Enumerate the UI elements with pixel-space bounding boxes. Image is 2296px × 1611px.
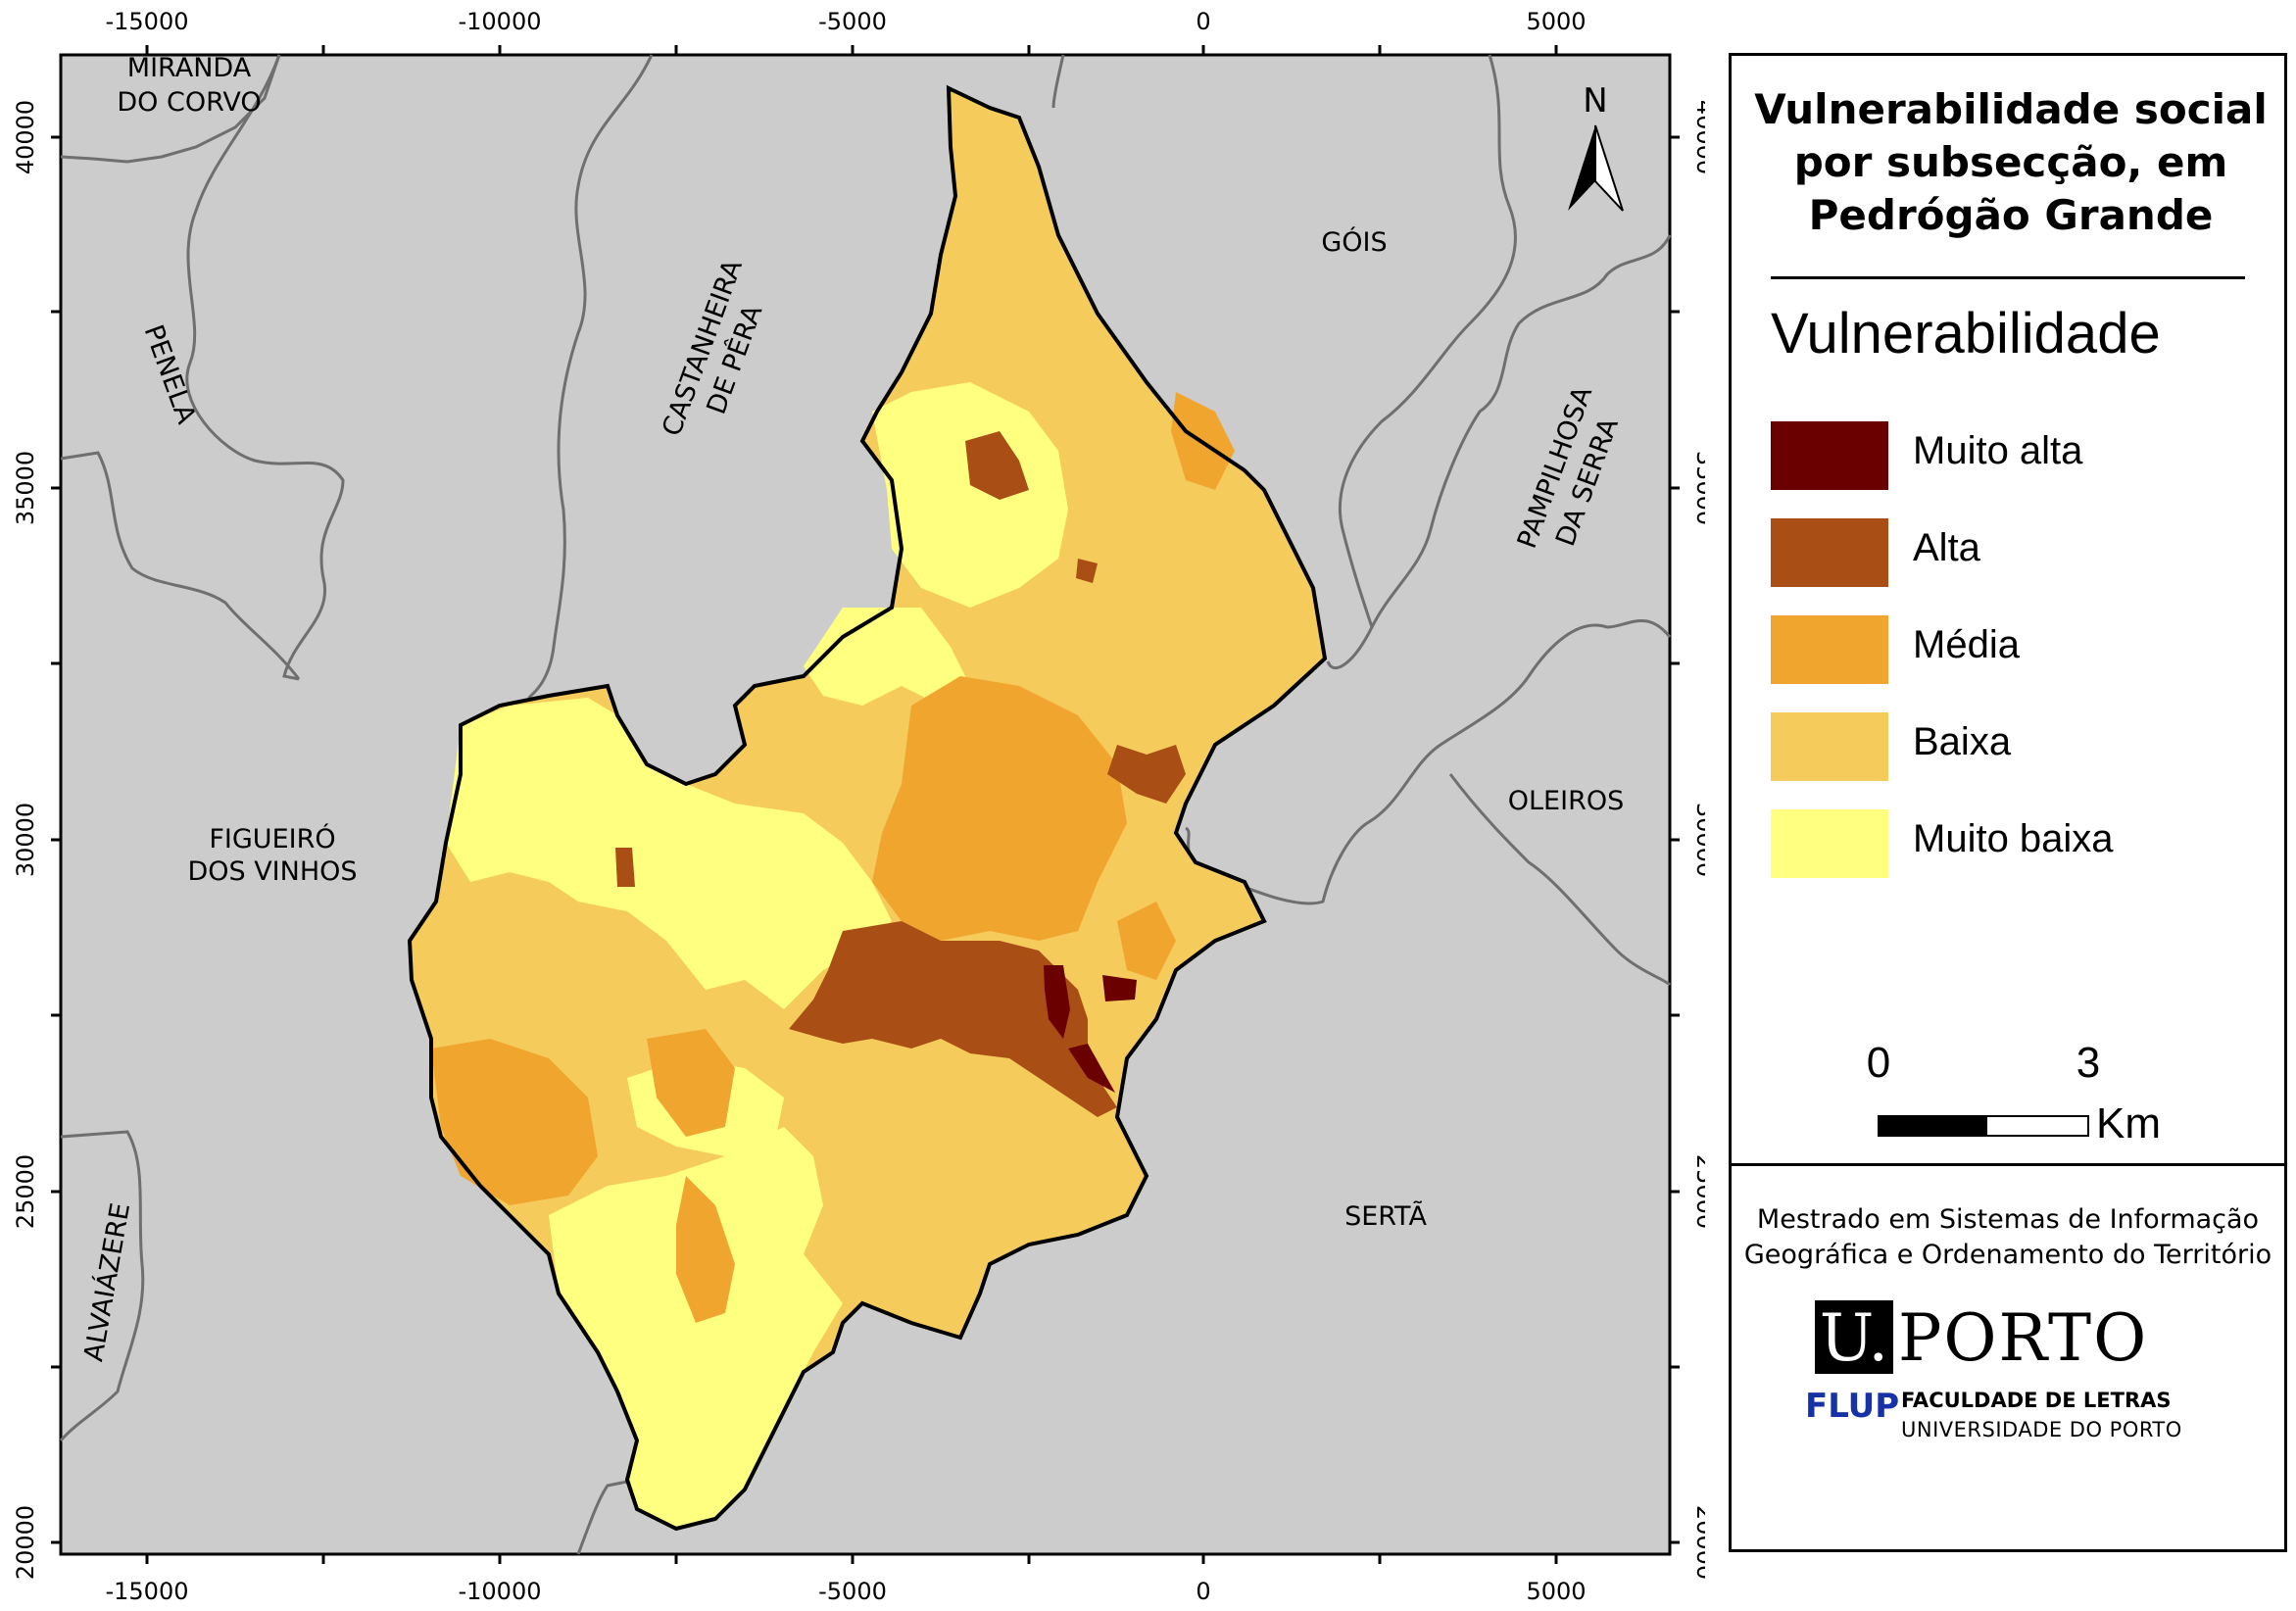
scale-bar: 0 3 Km <box>1867 1039 2161 1144</box>
region-alta <box>1107 745 1186 804</box>
university-logo: U. PORTO FLUP FACULDADE DE LETRAS UNIVER… <box>1805 1300 2217 1457</box>
y-tick-label: 35000 <box>12 451 39 525</box>
region-media <box>431 1039 598 1205</box>
legend-label: Baixa <box>1913 720 2012 763</box>
place-label-gois: GÓIS <box>1321 226 1387 258</box>
legend-label: Muito baixa <box>1913 817 2114 860</box>
y-tick-label: 40000 <box>12 100 39 174</box>
legend-heading: Vulnerabilidade <box>1771 302 2161 366</box>
legend-label: Alta <box>1913 526 1980 569</box>
legend-panel: Vulnerabilidade social por subsecção, em… <box>1729 53 2287 1552</box>
y-tick-label: 20000 <box>1691 1505 1705 1580</box>
legend-item-muito-baixa: Muito baixa <box>1771 809 2261 882</box>
y-tick-label: 40000 <box>1691 100 1705 174</box>
region-muito-alta <box>1102 975 1137 1001</box>
grid-ticks <box>51 45 1680 1564</box>
region-muito-alta <box>1044 965 1070 1039</box>
y-tick-label: 25000 <box>1691 1154 1705 1229</box>
x-tick-label: 5000 <box>1526 1578 1586 1605</box>
legend-item-baixa: Baixa <box>1771 712 2261 785</box>
y-tick-label: 25000 <box>12 1154 39 1229</box>
x-tick-label: -15000 <box>105 8 188 35</box>
legend-swatch <box>1771 712 1888 781</box>
logo-flup: FLUP <box>1805 1387 1900 1426</box>
scale-start-label: 0 <box>1867 1039 1890 1087</box>
place-label-miranda-line2: DO CORVO <box>117 87 261 118</box>
map-title: Vulnerabilidade social por subsecção, em… <box>1754 85 2268 239</box>
legend-swatch <box>1771 615 1888 684</box>
study-area <box>407 84 1328 1532</box>
course-credit: Mestrado em Sistemas de Informação Geogr… <box>1743 1204 2272 1270</box>
logo-u: U. <box>1815 1300 1893 1376</box>
legend-item-media: Média <box>1771 615 2261 688</box>
legend-item-muito-alta: Muito alta <box>1771 421 2261 494</box>
x-tick-label: 0 <box>1196 1578 1210 1605</box>
x-tick-label: -10000 <box>458 8 541 35</box>
title-divider <box>1771 276 2245 279</box>
region-alta <box>615 848 635 887</box>
region-muito-baixa <box>872 382 1068 608</box>
legend-item-alta: Alta <box>1771 518 2261 591</box>
map-canvas[interactable]: -15000 -10000 -5000 0 5000 -15000 -10000… <box>0 0 1705 1611</box>
logo-porto: PORTO <box>1898 1300 2149 1376</box>
scale-end-label: 3 <box>2076 1039 2100 1087</box>
x-tick-label: -15000 <box>105 1578 188 1605</box>
scale-unit-label: Km <box>2096 1099 2161 1144</box>
place-label-figueiro-line1: FIGUEIRÓ <box>209 823 335 854</box>
north-arrow-icon: N <box>1568 81 1624 212</box>
logo-university: UNIVERSIDADE DO PORTO <box>1901 1418 2182 1441</box>
region-media <box>647 1029 735 1137</box>
region-media <box>676 1176 735 1323</box>
place-label-oleiros: OLEIROS <box>1508 786 1624 816</box>
region-alta <box>1076 559 1098 583</box>
legend-swatch <box>1771 421 1888 490</box>
place-label-figueiro-line2: DOS VINHOS <box>187 856 357 887</box>
place-label-miranda-line1: MIRANDA <box>127 53 252 83</box>
legend-label: Média <box>1913 623 2020 666</box>
municipality-outline <box>407 84 1328 1532</box>
logo-faculty: FACULDADE DE LETRAS <box>1901 1389 2172 1412</box>
y-tick-label: 20000 <box>12 1505 39 1580</box>
region-alta <box>789 921 1117 1117</box>
region-muito-baixa <box>804 608 970 706</box>
region-muito-baixa <box>446 698 892 1009</box>
region-muito-baixa <box>549 1127 843 1529</box>
x-tick-label: -10000 <box>458 1578 541 1605</box>
legend-box: Vulnerabilidade social por subsecção, em… <box>1732 56 2284 1166</box>
x-tick-label: -5000 <box>818 1578 887 1605</box>
municipal-boundaries <box>59 54 1672 1555</box>
y-tick-label: 30000 <box>1691 803 1705 877</box>
region-media <box>872 676 1127 941</box>
north-label: N <box>1583 81 1607 121</box>
municipality-fill <box>410 88 1325 1529</box>
map-frame: -15000 -10000 -5000 0 5000 -15000 -10000… <box>0 0 1705 1611</box>
y-tick-label: 35000 <box>1691 451 1705 525</box>
x-tick-label: -5000 <box>818 8 887 35</box>
region-media <box>1117 902 1176 980</box>
legend-swatch <box>1771 518 1888 587</box>
x-tick-label: 0 <box>1196 8 1210 35</box>
credits-box: Mestrado em Sistemas de Informação Geogr… <box>1732 1163 2284 1549</box>
legend-swatch <box>1771 809 1888 878</box>
x-tick-label: 5000 <box>1526 8 1586 35</box>
y-tick-label: 30000 <box>12 803 39 877</box>
region-muito-alta <box>1068 1044 1115 1093</box>
region-alta <box>965 431 1029 500</box>
place-label-serta: SERTÃ <box>1344 1200 1427 1232</box>
legend-label: Muito alta <box>1913 429 2083 472</box>
